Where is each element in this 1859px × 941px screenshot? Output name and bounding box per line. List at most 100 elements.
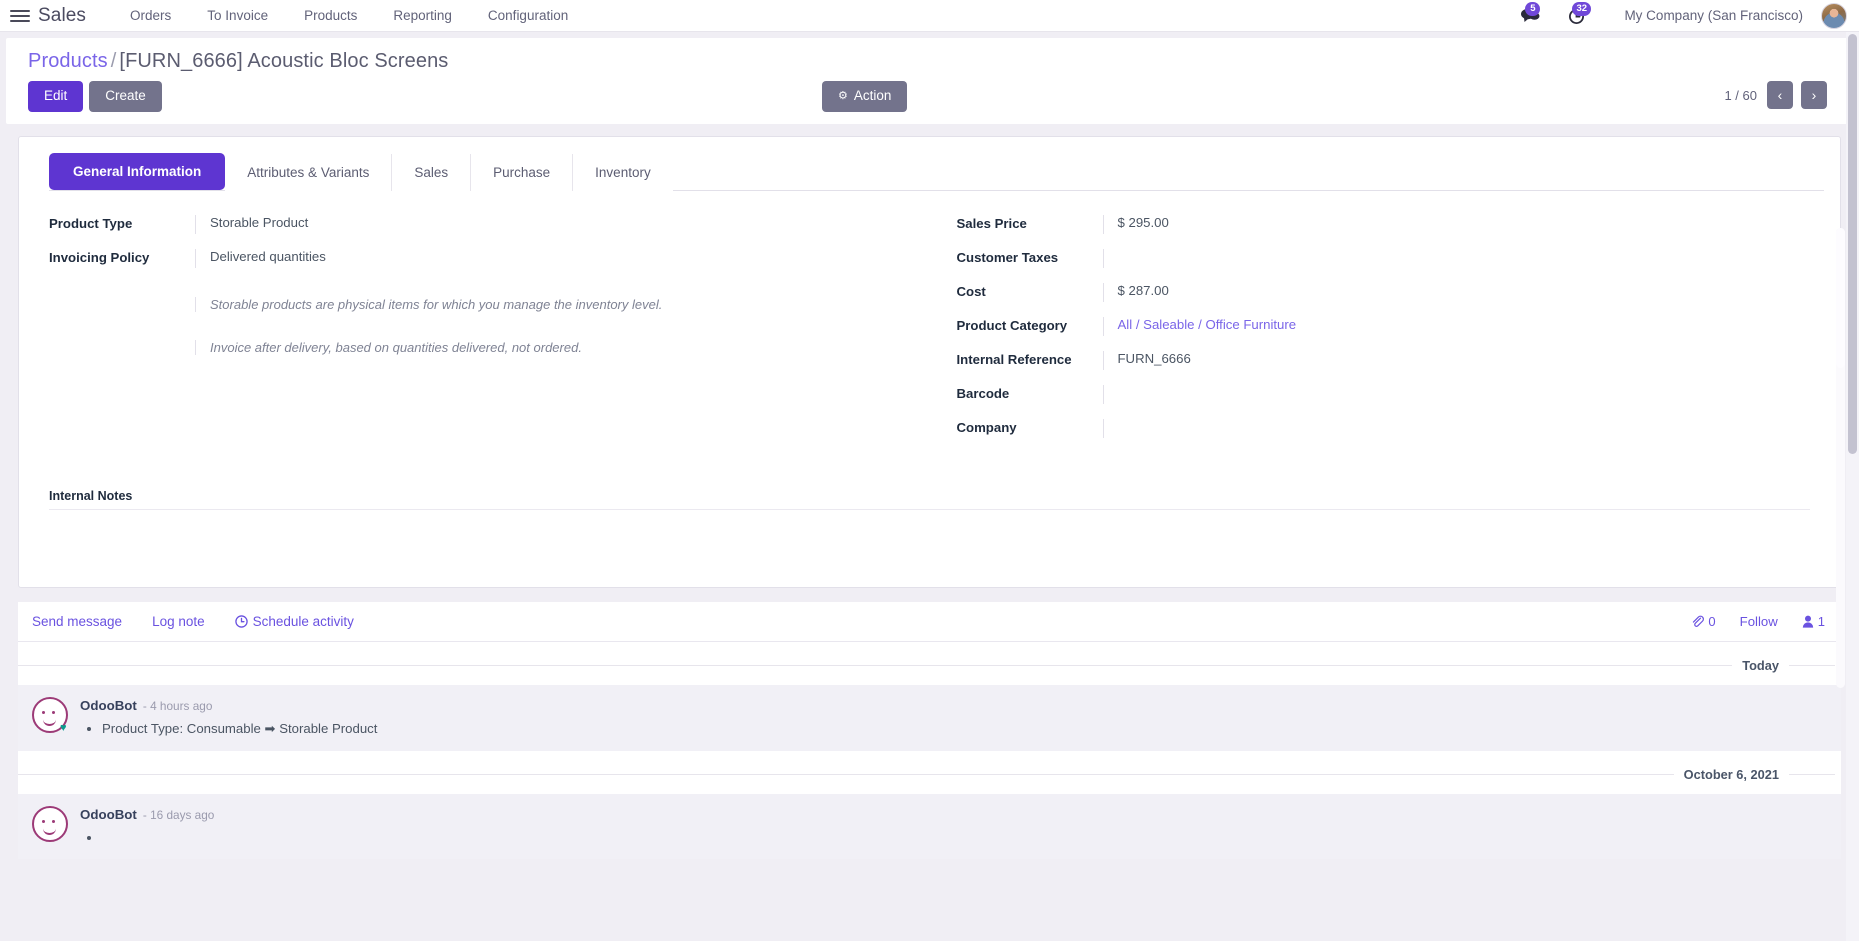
field-label-invoicing-policy: Invoicing Policy [49, 249, 150, 265]
spacer [49, 326, 907, 340]
create-button[interactable]: Create [89, 81, 162, 112]
user-avatar[interactable] [1821, 2, 1847, 29]
control-panel: Products / [FURN_6666] Acoustic Bloc Scree… [6, 38, 1853, 124]
field-value-customer-taxes[interactable] [1102, 248, 1795, 268]
tab-general-information[interactable]: General Information [49, 152, 226, 190]
followers-count: 1 [1817, 613, 1825, 629]
paperclip-icon [1693, 615, 1705, 627]
field-label-cost: Cost [956, 283, 986, 299]
nav-item-reporting[interactable]: Reporting [393, 8, 452, 23]
control-panel-buttons: Edit Create ⚙ Action 1 / 60 ‹ › [22, 77, 1837, 120]
field-company: Company [957, 418, 1795, 439]
field-label-product-category: Product Category [956, 317, 1068, 333]
log-note-button[interactable]: Log note [152, 613, 205, 629]
divider [18, 773, 1674, 775]
breadcrumb: Products / [FURN_6666] Acoustic Bloc Scree… [22, 48, 1837, 77]
tab-purchase[interactable]: Purchase [471, 153, 574, 191]
page-scrollbar-thumb[interactable] [1848, 34, 1857, 454]
field-internal-reference: Internal Reference FURN_6666 [956, 350, 1795, 371]
send-message-button[interactable]: Send message [32, 613, 123, 629]
message-author[interactable]: OdooBot [80, 806, 137, 822]
form-scrollbar[interactable] [1836, 228, 1845, 688]
heart-icon: ♥ [60, 721, 67, 734]
message-timestamp: - 16 days ago [142, 807, 215, 822]
chatter: Send message Log note Schedule activity … [18, 601, 1841, 860]
activities-button[interactable]: 32 [1554, 0, 1600, 32]
message-tracking-list: Product Type: Consumable ➡ Storable Prod… [102, 719, 1827, 739]
nav-item-products[interactable]: Products [304, 8, 358, 23]
field-label-internal-reference: Internal Reference [956, 351, 1072, 367]
field-product-type: Product Type Storable Product [49, 214, 907, 235]
field-value-invoicing-policy[interactable]: Delivered quantities [195, 248, 907, 268]
message-tracking-line: Product Type: Consumable ➡ Storable Prod… [102, 719, 1827, 739]
field-label-customer-taxes: Customer Taxes [956, 249, 1059, 265]
attachments-counter[interactable]: 0 [1691, 613, 1716, 629]
divider [18, 664, 1733, 666]
field-barcode: Barcode [956, 384, 1795, 405]
pager-counter: 1 / 60 [1724, 87, 1757, 103]
nav-item-orders[interactable]: Orders [130, 8, 172, 23]
date-separator-today: Today [18, 642, 1841, 685]
form-column-left: Product Type Storable Product Invoicing … [49, 214, 937, 453]
message-header: OdooBot - 16 days ago [80, 807, 1827, 822]
field-value-cost[interactable]: $ 287.00 [1102, 282, 1795, 302]
chatter-toolbar: Send message Log note Schedule activity … [18, 602, 1841, 642]
page-scrollbar[interactable] [1846, 32, 1859, 941]
nav-item-to-invoice[interactable]: To Invoice [207, 8, 269, 23]
breadcrumb-current-record: [FURN_6666] Acoustic Bloc Screens [119, 50, 449, 72]
message-body: OdooBot - 16 days ago [80, 806, 1827, 848]
field-value-product-category[interactable]: All / Saleable / Office Furniture [1102, 316, 1795, 336]
message-timestamp: - 4 hours ago [142, 698, 213, 713]
field-invoicing-policy: Invoicing Policy Delivered quantities [49, 248, 907, 269]
date-separator-label: October 6, 2021 [1683, 766, 1779, 782]
follow-button[interactable]: Follow [1739, 613, 1778, 629]
edit-button[interactable]: Edit [28, 81, 84, 112]
tab-inventory[interactable]: Inventory [573, 153, 673, 191]
breadcrumb-separator: / [110, 50, 117, 72]
followers-counter[interactable]: 1 [1802, 614, 1825, 629]
internal-notes-input[interactable] [49, 508, 1810, 577]
action-button[interactable]: ⚙ Action [822, 81, 908, 112]
field-cost: Cost $ 287.00 [956, 282, 1795, 303]
top-navbar: Sales Orders To Invoice Products Reporti… [0, 0, 1859, 32]
help-text-storable-product: Storable products are physical items for… [195, 296, 907, 312]
message-item: ♥ OdooBot - 4 hours ago Product Type: Co… [18, 684, 1841, 751]
field-customer-taxes: Customer Taxes [956, 248, 1795, 269]
form-notebook-tabs: General Information Attributes & Variant… [49, 152, 1824, 191]
internal-notes-block: Internal Notes [35, 453, 1824, 577]
form-columns: Product Type Storable Product Invoicing … [35, 191, 1824, 453]
gear-icon: ⚙ [838, 89, 848, 102]
attachments-count: 0 [1708, 613, 1716, 629]
activities-badge: 32 [1572, 1, 1592, 16]
form-scrollbar-thumb[interactable] [1836, 228, 1845, 368]
form-column-right: Sales Price $ 295.00 Customer Taxes Cost… [937, 214, 1825, 453]
schedule-activity-button[interactable]: Schedule activity [234, 614, 354, 629]
internal-notes-label: Internal Notes [49, 488, 133, 503]
field-value-product-type[interactable]: Storable Product [195, 214, 907, 234]
message-author[interactable]: OdooBot [80, 697, 137, 713]
odoobot-avatar-icon [32, 805, 68, 842]
nav-item-configuration[interactable]: Configuration [487, 8, 569, 23]
hamburger-menu-icon[interactable] [10, 6, 30, 26]
field-value-company[interactable] [1102, 418, 1795, 438]
help-text-invoicing-policy: Invoice after delivery, based on quantit… [195, 339, 907, 355]
pager-next-button[interactable]: › [1801, 81, 1827, 109]
clock-icon [234, 615, 248, 628]
pager-previous-button[interactable]: ‹ [1767, 81, 1793, 109]
app-brand-sales[interactable]: Sales [38, 4, 87, 26]
field-label-barcode: Barcode [956, 385, 1010, 401]
field-value-barcode[interactable] [1102, 384, 1795, 404]
divider [1789, 664, 1835, 666]
breadcrumb-products-link[interactable]: Products [28, 50, 108, 72]
tab-attributes-variants[interactable]: Attributes & Variants [225, 153, 393, 191]
date-separator-label: Today [1742, 657, 1779, 673]
field-value-internal-reference[interactable]: FURN_6666 [1102, 350, 1795, 370]
company-switcher[interactable]: My Company (San Francisco) [1624, 8, 1803, 23]
form-sheet: General Information Attributes & Variant… [18, 135, 1841, 588]
message-body: OdooBot - 4 hours ago Product Type: Cons… [80, 697, 1827, 739]
field-value-sales-price[interactable]: $ 295.00 [1102, 214, 1795, 234]
messages-button[interactable]: 5 [1507, 0, 1554, 32]
tab-sales[interactable]: Sales [392, 153, 472, 191]
date-separator-october: October 6, 2021 [18, 751, 1841, 794]
main-menu: Orders To Invoice Products Reporting Con… [112, 2, 586, 29]
